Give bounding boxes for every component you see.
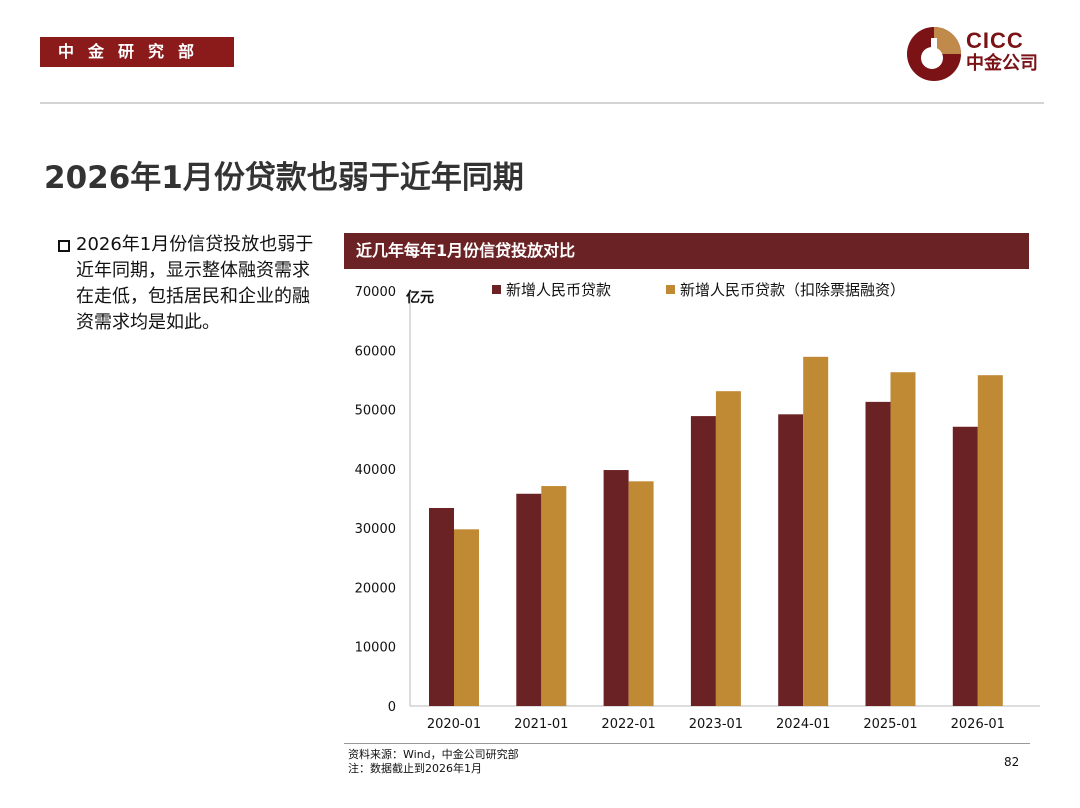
bar-excl-bills-2020-01	[454, 529, 479, 706]
bar-excl-bills-2026-01	[977, 375, 1003, 706]
bullet-point: 2026年1月份信贷投放也弱于近年同期，显示整体融资需求在走低，包括居民和企业的…	[58, 232, 318, 336]
x-tick-label: 2024-01	[776, 717, 830, 732]
source-note: 资料来源：Wind，中金公司研究部 注：数据截止到2026年1月	[348, 748, 519, 775]
bar-new-loans-2020-01	[429, 507, 454, 706]
bar-new-loans-2025-01	[865, 401, 891, 706]
cicc-logo-icon	[907, 27, 961, 81]
bar-new-loans-2023-01	[690, 416, 716, 706]
department-label: 中金研究部	[40, 37, 234, 67]
bullet-square-icon	[58, 240, 70, 252]
y-tick-label: 10000	[355, 641, 396, 656]
logo-text: CICC 中金公司	[966, 28, 1038, 74]
y-tick-label: 50000	[355, 404, 396, 419]
page-title: 2026年1月份贷款也弱于近年同期	[44, 160, 524, 196]
y-tick-label: 60000	[355, 344, 396, 359]
x-tick-label: 2022-01	[601, 717, 655, 732]
x-tick-label: 2021-01	[514, 717, 568, 732]
bar-new-loans-2021-01	[516, 493, 542, 706]
bar-excl-bills-2023-01	[715, 391, 741, 706]
chart-title: 近几年每年1月份信贷投放对比	[344, 233, 1029, 269]
y-tick-label: 70000	[355, 285, 396, 300]
bullet-text: 2026年1月份信贷投放也弱于近年同期，显示整体融资需求在走低，包括居民和企业的…	[76, 234, 314, 333]
bar-new-loans-2022-01	[603, 470, 629, 706]
bar-excl-bills-2022-01	[628, 481, 654, 706]
x-tick-label: 2023-01	[689, 717, 743, 732]
legend-swatch	[666, 285, 675, 294]
x-tick-label: 2025-01	[863, 717, 917, 732]
bar-excl-bills-2025-01	[890, 372, 916, 706]
page-number: 82	[1004, 755, 1020, 769]
bar-chart: 0 10000 20000 30000 40000 50000 60000 70000 亿元 20…	[355, 281, 1040, 732]
x-tick-label: 2026-01	[951, 717, 1005, 732]
footer-divider	[344, 743, 1030, 744]
bar-excl-bills-2024-01	[803, 356, 829, 706]
y-tick-label: 20000	[355, 581, 396, 596]
y-tick-label: 40000	[355, 463, 396, 478]
y-tick-label: 0	[388, 700, 396, 715]
bar-new-loans-2024-01	[778, 414, 804, 706]
y-axis-unit: 亿元	[406, 289, 434, 306]
legend-label: 新增人民币贷款（扣除票据融资）	[680, 281, 905, 299]
y-tick-label: 30000	[355, 522, 396, 537]
legend-swatch	[492, 285, 501, 294]
x-tick-label: 2020-01	[427, 717, 481, 732]
bar-new-loans-2026-01	[952, 426, 978, 706]
header-divider	[40, 102, 1044, 104]
bar-excl-bills-2021-01	[541, 486, 567, 706]
legend-label: 新增人民币贷款	[506, 281, 611, 299]
